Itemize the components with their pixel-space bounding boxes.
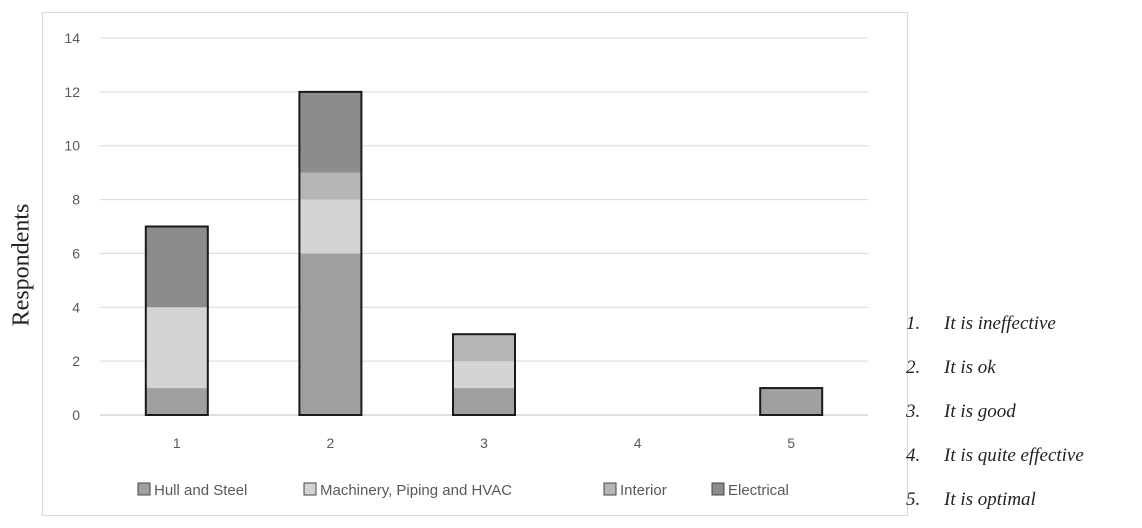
bar-segment [760, 388, 823, 415]
y-tick-label: 12 [64, 84, 80, 100]
legend-swatch [303, 482, 317, 496]
bar-segment [299, 172, 362, 200]
bar-segment [453, 334, 515, 362]
scale-notes: 1. It is ineffective 2. It is ok 3. It is g… [906, 308, 1142, 528]
scale-note: 2. It is ok [906, 352, 1142, 396]
scale-note-text: It is quite effective [944, 445, 1084, 466]
bar-outline [452, 333, 516, 417]
legend: Hull and Steel Machinery, Piping and HVAC… [137, 482, 789, 499]
bar-segment [145, 388, 208, 415]
bar-segment [145, 226, 208, 308]
scale-note-text: It is good [944, 401, 1016, 422]
y-tick-label: 0 [72, 407, 80, 423]
legend-label: Interior [620, 482, 667, 499]
bar-segment [299, 253, 362, 415]
y-tick-labels: 0 2 4 6 8 10 12 14 [64, 30, 80, 423]
bar-outline [298, 90, 363, 416]
scale-note-number: 2. [906, 357, 921, 378]
scale-note: 3. It is good [906, 396, 1142, 440]
legend-label: Machinery, Piping and HVAC [320, 482, 512, 499]
y-tick-label: 4 [72, 299, 80, 315]
legend-label: Electrical [728, 482, 789, 499]
legend-swatch [603, 482, 617, 496]
legend-label: Hull and Steel [154, 482, 247, 499]
bar-segment [299, 91, 362, 173]
scale-note-text: It is ok [944, 357, 996, 378]
y-tick-label: 14 [64, 30, 80, 46]
scale-note-text: It is optimal [944, 489, 1036, 510]
scale-note-number: 4. [906, 445, 921, 466]
x-tick-label: 4 [634, 435, 642, 451]
bar-outline [144, 225, 209, 416]
scale-note: 4. It is quite effective [906, 440, 1142, 484]
scale-note-number: 5. [906, 489, 921, 510]
y-tick-label: 10 [64, 138, 80, 154]
bar-outline [759, 387, 824, 417]
x-tick-label: 5 [787, 435, 795, 451]
bar-segment [299, 199, 362, 254]
bar-segment [453, 361, 515, 389]
scale-note-number: 1. [906, 313, 921, 334]
legend-swatch [711, 482, 725, 496]
x-tick-label: 1 [173, 435, 181, 451]
legend-swatch [137, 482, 151, 496]
bars [144, 90, 824, 417]
x-tick-label: 3 [480, 435, 488, 451]
x-tick-label: 2 [327, 435, 335, 451]
bar-segment [145, 307, 208, 389]
gridlines [100, 37, 868, 416]
x-tick-labels: 1 2 3 4 5 [173, 435, 795, 451]
scale-note-text: It is ineffective [944, 313, 1056, 334]
y-tick-label: 8 [72, 192, 80, 208]
scale-note: 1. It is ineffective [906, 308, 1142, 352]
scale-note: 5. It is optimal [906, 484, 1142, 528]
bar-segment [453, 388, 515, 415]
y-tick-label: 2 [72, 353, 80, 369]
scale-note-number: 3. [906, 401, 921, 422]
y-tick-label: 6 [72, 245, 80, 261]
